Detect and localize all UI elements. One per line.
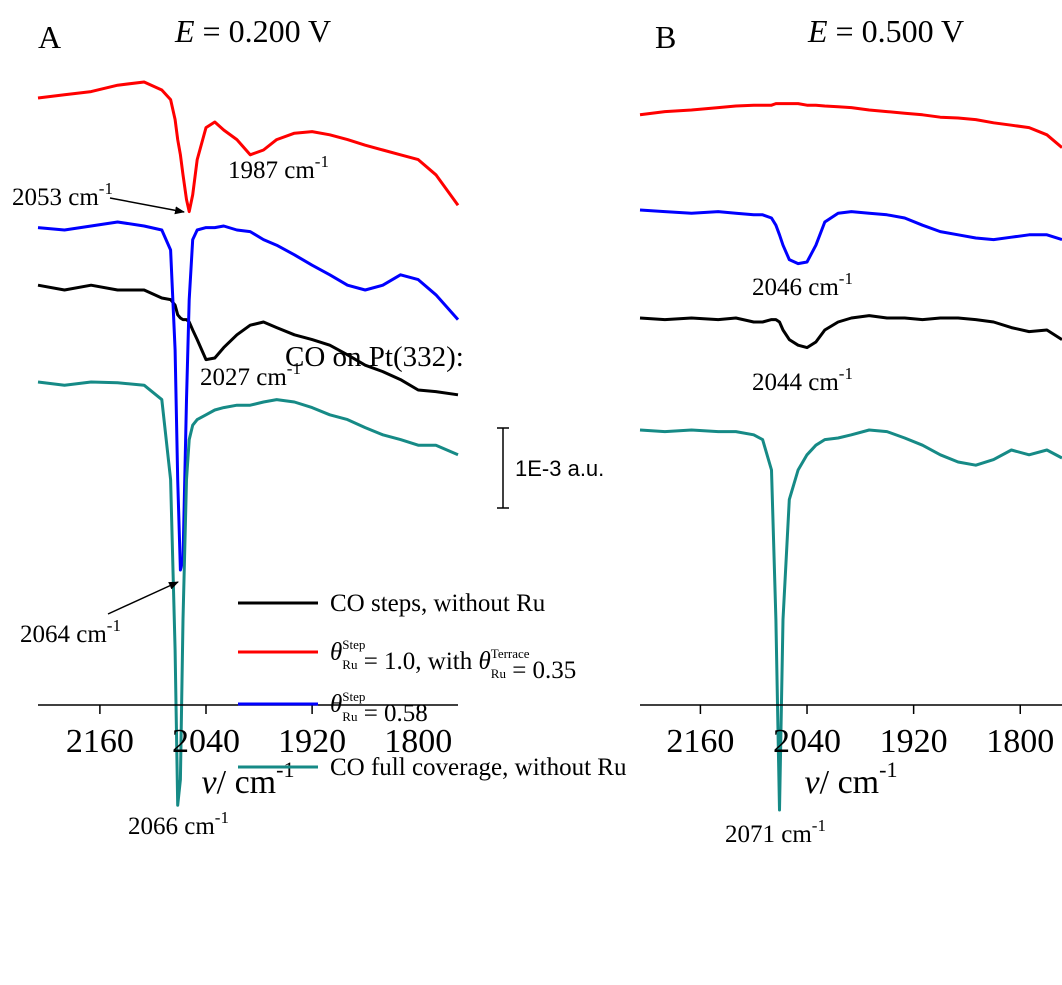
peak-annotation: 2053 cm-1 bbox=[12, 179, 113, 211]
x-tick-label: 2040 bbox=[773, 723, 841, 760]
x-tick-label: 1800 bbox=[384, 723, 452, 760]
legend-title: CO on Pt(332): bbox=[285, 341, 464, 373]
x-tick-label: 1800 bbox=[986, 723, 1054, 760]
panel-letter: B bbox=[655, 19, 676, 55]
spectrum-line bbox=[639, 428, 1062, 812]
spectrum-line bbox=[639, 102, 1062, 149]
peak-annotation: 2066 cm-1 bbox=[128, 808, 229, 840]
legend-label: θStep Ru = 1.0, with θTerrace Ru = 0.35 bbox=[330, 637, 576, 684]
peak-annotation: 2046 cm-1 bbox=[752, 269, 853, 301]
annotation-arrow bbox=[109, 197, 185, 215]
scale-bar-label: 1E-3 a.u. bbox=[515, 456, 604, 481]
x-axis-label: ν/ cm-1 bbox=[805, 757, 898, 801]
legend-label: θStep Ru = 0.58 bbox=[330, 689, 428, 727]
peak-annotation: 2044 cm-1 bbox=[752, 364, 853, 396]
peak-annotation: 2027 cm-1 bbox=[200, 359, 301, 391]
annotation-arrow bbox=[107, 581, 179, 615]
chart-title: E = 0.200 V bbox=[174, 13, 331, 49]
spectrum-line bbox=[639, 208, 1062, 266]
peak-annotation: 1987 cm-1 bbox=[228, 152, 329, 184]
peak-annotation: 2071 cm-1 bbox=[725, 816, 826, 848]
legend-label: CO full coverage, without Ru bbox=[330, 754, 627, 781]
x-tick-label: 2160 bbox=[66, 723, 134, 760]
spectrum-line bbox=[37, 220, 460, 572]
peak-annotation: 2064 cm-1 bbox=[20, 616, 121, 648]
x-axis-label: ν/ cm-1 bbox=[202, 757, 295, 801]
spectrum-line bbox=[37, 380, 459, 807]
x-tick-label: 2040 bbox=[172, 723, 240, 760]
chart-title: E = 0.500 V bbox=[807, 13, 964, 49]
panel-letter: A bbox=[38, 19, 61, 55]
x-tick-label: 1920 bbox=[880, 723, 948, 760]
spectrum-line bbox=[37, 283, 459, 397]
spectrum-line bbox=[639, 314, 1062, 350]
spectrum-line bbox=[37, 80, 460, 214]
x-tick-label: 1920 bbox=[278, 723, 346, 760]
legend-label: CO steps, without Ru bbox=[330, 590, 546, 617]
x-tick-label: 2160 bbox=[666, 723, 734, 760]
